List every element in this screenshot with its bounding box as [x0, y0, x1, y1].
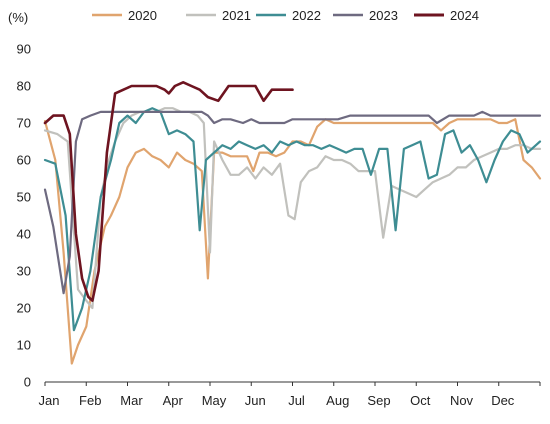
legend-label: 2021 — [222, 8, 251, 23]
legend-label: 2020 — [128, 8, 157, 23]
y-tick-label: 30 — [17, 264, 31, 279]
legend: 2020 2021 2022 2023 2024 — [92, 8, 479, 23]
series-line-2024 — [43, 81, 294, 302]
y-tick-label: 60 — [17, 153, 31, 168]
y-tick-label: 50 — [17, 190, 31, 205]
x-tick-label: Mar — [120, 393, 143, 408]
y-tick-label: 20 — [17, 301, 31, 316]
y-tick-label: 40 — [17, 227, 31, 242]
legend-label: 2023 — [369, 8, 398, 23]
y-tick-label: 70 — [17, 116, 31, 131]
series-line-2021 — [43, 107, 542, 310]
y-tick-label: 0 — [24, 375, 31, 390]
x-tick-label: May — [202, 393, 227, 408]
x-tick-label: Apr — [163, 393, 184, 408]
y-tick-label: 80 — [17, 79, 31, 94]
x-axis: Jan Feb Mar Apr May Jun Jul Aug Sep Oct Nov Dec — [39, 382, 541, 408]
x-tick-label: Aug — [326, 393, 349, 408]
x-tick-label: Sep — [367, 393, 390, 408]
series-layer — [43, 81, 542, 365]
x-tick-label: Jan — [39, 393, 60, 408]
y-axis-unit-label: (%) — [8, 10, 28, 25]
x-tick-label: Oct — [410, 393, 431, 408]
x-tick-label: Feb — [79, 393, 101, 408]
x-tick-label: Nov — [450, 393, 474, 408]
series-line-2023 — [43, 110, 542, 295]
y-tick-label: 10 — [17, 338, 31, 353]
y-axis: 0 10 20 30 40 50 60 70 80 90 — [17, 42, 31, 390]
y-tick-label: 90 — [17, 42, 31, 57]
x-tick-label: Dec — [491, 393, 515, 408]
legend-label: 2024 — [450, 8, 479, 23]
x-tick-label: Jul — [288, 393, 305, 408]
legend-label: 2022 — [292, 8, 321, 23]
series-line-2020 — [43, 118, 542, 365]
x-tick-label: Jun — [245, 393, 266, 408]
series-line-2022 — [43, 107, 542, 332]
